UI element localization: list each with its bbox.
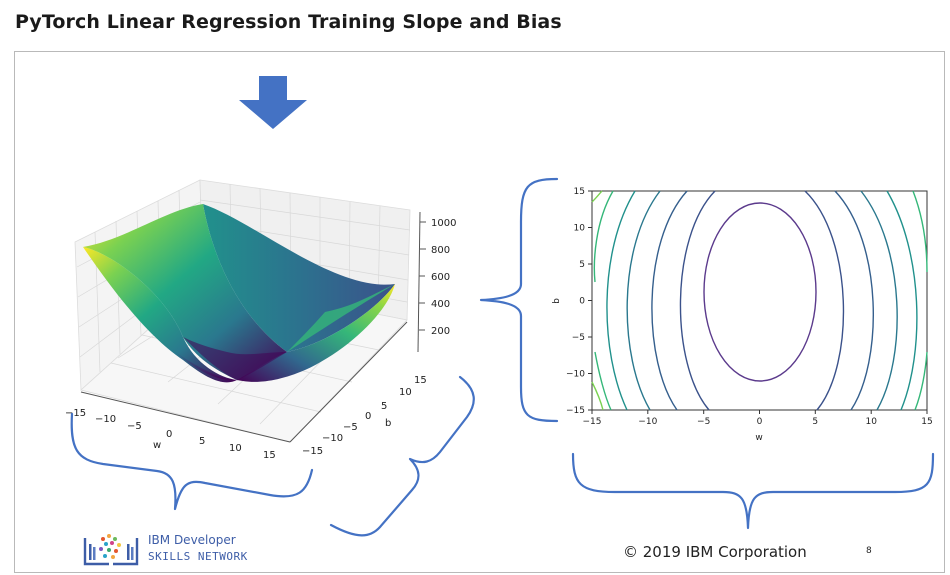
y-tick-label: 5 [579,260,585,270]
contour-level-7 [591,190,603,203]
contour-plot-frame [591,190,928,411]
z-tick-label: 800 [431,245,450,256]
slide: 1000 800 600 400 200 −15 −10 −5 0 5 10 1… [14,51,945,573]
contour-level-2 [804,190,845,411]
logo-line-1: IBM Developer [148,533,236,547]
z-tick-label: 400 [431,299,450,310]
contour-level-3 [834,190,874,411]
logo-line-2: SKILLS NETWORK [148,550,248,563]
slide-graphics: 1000 800 600 400 200 −15 −10 −5 0 5 10 1… [65,76,935,537]
brace-surface-w-axis [70,412,314,511]
ibm-developer-skills-network-logo: IBM Developer SKILLS NETWORK [81,528,281,572]
w-tick-label: −5 [127,421,142,432]
b-tick-label: −10 [322,433,343,444]
y-axis-label: b [552,298,562,304]
contour-plot-ticks [588,190,928,414]
contour-lines [591,190,928,411]
slide-page-number: 8 [866,546,872,556]
b-tick-label: 0 [365,411,371,422]
contour-plot: 15 10 5 0 −5 −10 −15 −15 −10 −5 0 5 10 1… [552,187,933,443]
w-tick-label: −10 [95,414,116,425]
w-tick-label: −15 [65,408,86,419]
z-tick-label: 200 [431,326,450,337]
surface-plot-axes [80,211,421,443]
brace-surface-b-axis [329,375,475,537]
w-tick-label: 5 [199,436,205,447]
contour-level-2 [679,190,716,411]
y-tick-label: 15 [574,187,585,197]
x-tick-label: 15 [921,417,932,427]
y-tick-label: −15 [566,406,585,416]
contour-level-1 [703,202,817,382]
contour-level-6 [912,190,928,273]
y-tick-label: −10 [566,370,585,380]
b-tick-label: 15 [414,375,427,386]
brace-contour-w-axis [571,452,935,530]
contour-level-5 [606,190,636,411]
contour-level-6 [593,190,614,283]
b-tick-label: −5 [343,422,358,433]
annotation-braces [70,177,935,537]
page-title: PyTorch Linear Regression Training Slope… [15,11,562,33]
y-tick-label: 0 [579,297,585,307]
logo-icon [83,534,139,566]
contour-level-7 [591,381,604,411]
surface-plot-ticks [419,221,426,331]
w-tick-label: 10 [229,443,242,454]
w-tick-label: 0 [166,429,172,440]
loss-surface [83,204,395,383]
z-tick-label: 600 [431,272,450,283]
contour-level-5 [886,190,918,411]
contour-level-4 [626,190,661,411]
x-tick-label: −15 [583,417,602,427]
b-tick-label: −15 [302,446,323,457]
down-arrow-icon [239,76,307,129]
x-tick-label: 10 [865,417,877,427]
x-axis-label: w [755,433,762,443]
w-tick-label: 15 [263,450,276,461]
x-tick-label: −5 [697,417,710,427]
b-tick-label: 10 [399,387,412,398]
contour-level-4 [860,190,898,411]
surface-plot-3d: 1000 800 600 400 200 −15 −10 −5 0 5 10 1… [65,179,456,461]
w-axis-label: w [153,440,161,451]
contour-level-3 [651,190,688,411]
x-tick-label: −10 [638,417,657,427]
z-tick-label: 1000 [431,218,456,229]
copyright-notice: © 2019 IBM Corporation [623,543,807,561]
brace-contour-b-axis [479,177,559,423]
y-tick-label: 10 [574,224,586,234]
b-tick-label: 5 [381,401,387,412]
b-axis-label: b [385,418,391,429]
y-tick-label: −5 [572,333,585,343]
x-tick-label: 5 [812,417,818,427]
contour-level-6 [914,351,928,411]
contour-level-6 [594,351,612,411]
x-tick-label: 0 [757,417,763,427]
